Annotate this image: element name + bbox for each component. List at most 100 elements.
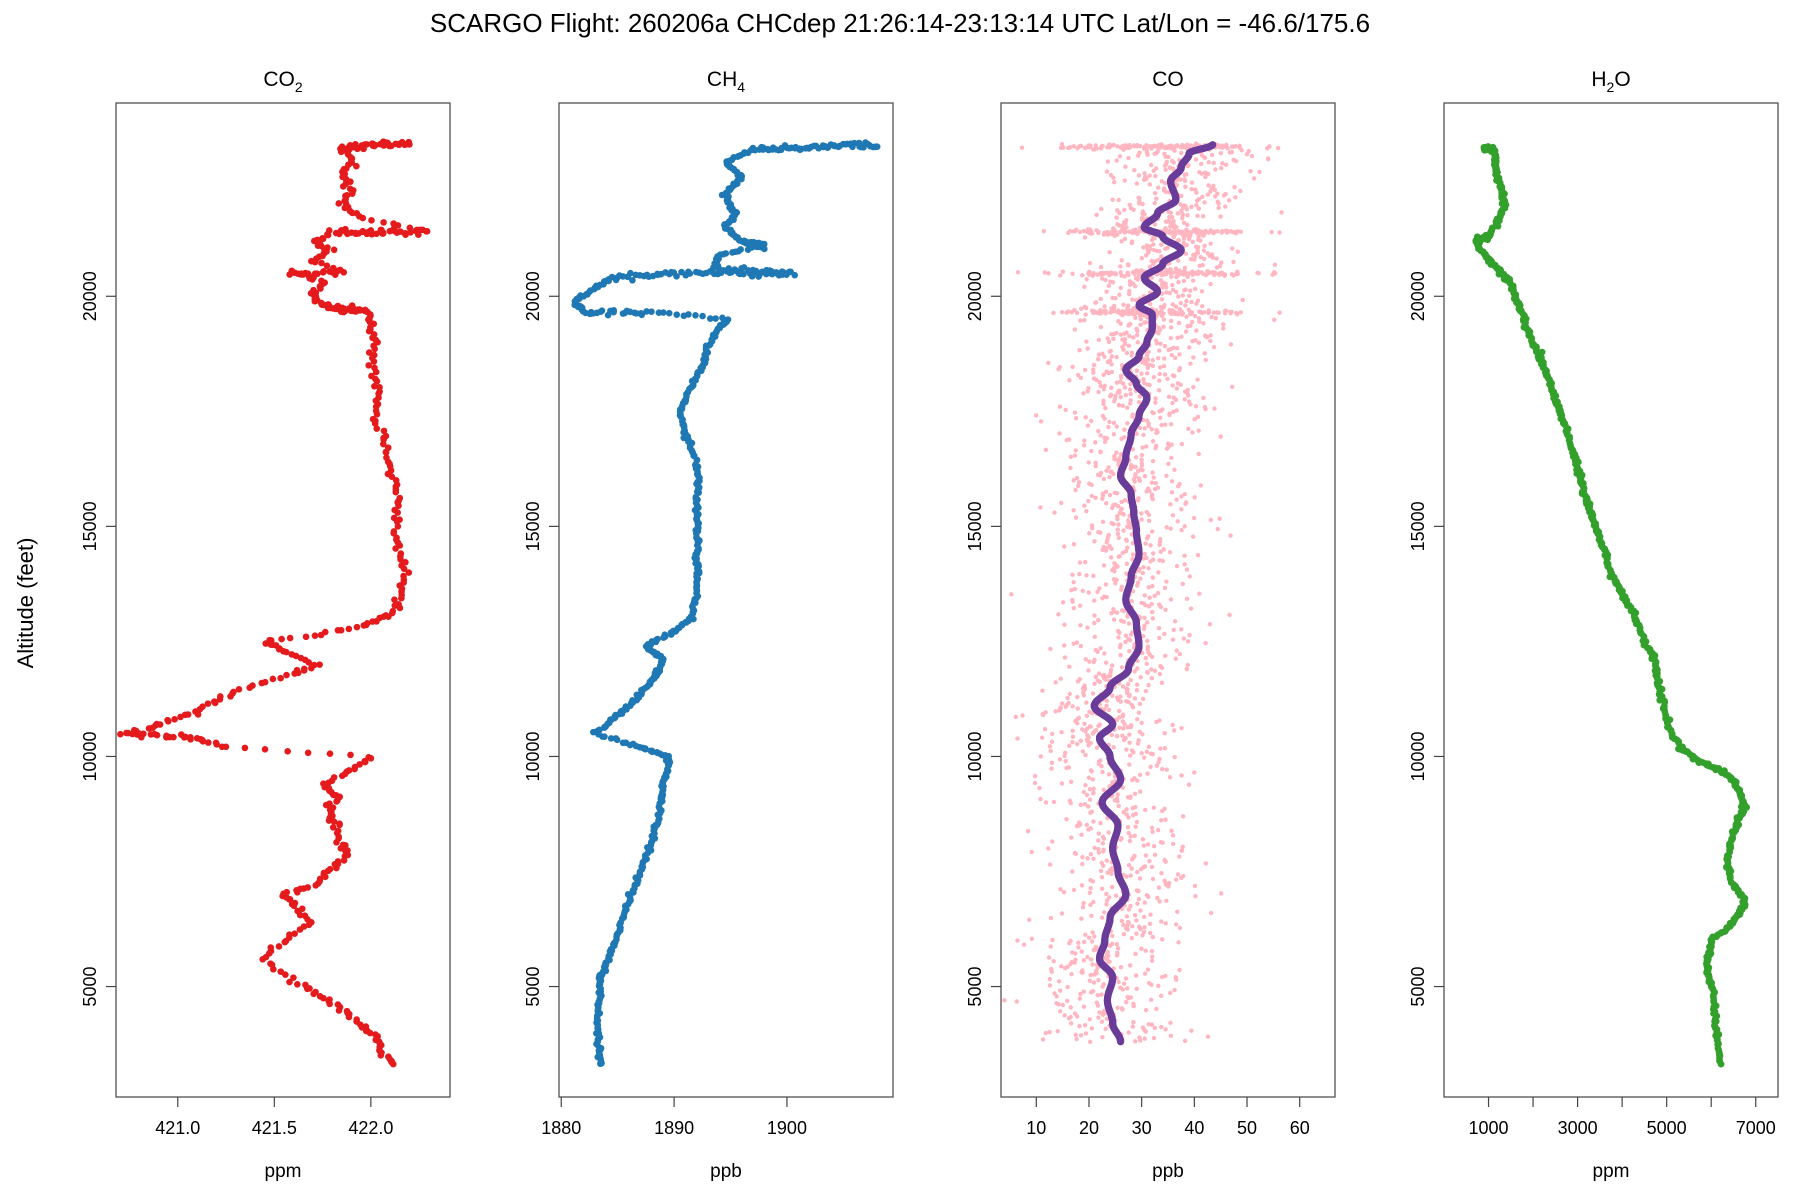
data-point xyxy=(382,432,390,440)
data-point xyxy=(719,314,726,322)
co-raw-point xyxy=(1158,549,1163,554)
co-raw-point xyxy=(1141,843,1147,848)
co-raw-point xyxy=(1109,732,1115,738)
co-raw-point xyxy=(1047,744,1053,749)
co-raw-point xyxy=(1110,933,1115,939)
co-raw-point xyxy=(1111,432,1117,437)
co-raw-point xyxy=(1142,755,1147,760)
co-raw-point xyxy=(1231,273,1236,278)
co-raw-point xyxy=(1124,561,1130,566)
co-raw-point xyxy=(1162,731,1167,736)
data-point xyxy=(275,943,283,950)
co-raw-point xyxy=(1129,239,1135,244)
co-raw-point xyxy=(1124,999,1129,1005)
co-raw-point xyxy=(1099,915,1105,920)
co-raw-point xyxy=(1098,470,1104,476)
co-raw-point xyxy=(1099,1019,1105,1024)
co-raw-point xyxy=(1100,276,1105,281)
co-raw-point xyxy=(1102,435,1107,440)
co-raw-point xyxy=(1175,335,1180,341)
co-raw-point xyxy=(1085,856,1090,861)
co-raw-point xyxy=(1139,371,1144,376)
co-raw-point xyxy=(1124,350,1130,356)
data-point xyxy=(665,309,673,317)
co-raw-point xyxy=(1155,827,1161,833)
co-raw-point xyxy=(1097,1010,1102,1015)
co-raw-point xyxy=(1209,152,1215,158)
co-raw-point xyxy=(1185,387,1191,393)
co-raw-point xyxy=(1077,1023,1082,1029)
co-raw-point xyxy=(1152,668,1158,674)
co-raw-point xyxy=(1159,993,1164,998)
co-raw-point xyxy=(1162,302,1167,308)
co-raw-point xyxy=(1142,171,1147,176)
co-raw-point xyxy=(1189,204,1194,210)
data-point xyxy=(320,780,327,788)
co-raw-point xyxy=(1107,543,1112,549)
co-raw-point xyxy=(1189,319,1195,325)
co-raw-point xyxy=(1141,432,1146,438)
data-point xyxy=(340,269,348,276)
co-raw-point xyxy=(1141,914,1147,920)
co-raw-point xyxy=(1169,490,1175,495)
co-raw-point xyxy=(1194,202,1199,208)
co-raw-point xyxy=(1175,872,1181,877)
co-raw-point xyxy=(1192,883,1198,889)
co-raw-point xyxy=(1115,950,1120,956)
co-raw-point xyxy=(1137,772,1143,778)
co-raw-point xyxy=(1221,322,1226,327)
data-point xyxy=(301,665,308,673)
co-raw-point xyxy=(1181,636,1187,641)
plot-frame xyxy=(115,102,451,1098)
co-raw-point xyxy=(1175,909,1180,914)
co-raw-point xyxy=(1188,310,1193,315)
co-raw-point xyxy=(1153,166,1159,171)
co-raw-point xyxy=(1193,404,1199,409)
co-raw-point xyxy=(1105,870,1110,875)
co-raw-point xyxy=(1089,231,1094,236)
co-raw-point xyxy=(1148,912,1153,917)
co-raw-point xyxy=(1077,676,1082,682)
co-raw-point xyxy=(1135,901,1140,906)
co-raw-point xyxy=(1177,854,1182,859)
x-tick-label: 50 xyxy=(1237,1118,1257,1138)
co-raw-point xyxy=(1136,738,1141,743)
co-raw-point xyxy=(1143,688,1149,694)
co-raw-point xyxy=(1101,544,1106,550)
co-raw-point xyxy=(1238,188,1243,194)
co-raw-point xyxy=(1105,336,1110,341)
co-raw-point xyxy=(1137,789,1143,794)
co-raw-point xyxy=(1235,249,1240,254)
co-raw-point xyxy=(1167,774,1173,780)
co-raw-point xyxy=(1202,404,1208,410)
co-raw-point xyxy=(1134,869,1140,875)
co-raw-point xyxy=(1168,1033,1174,1038)
co-raw-point xyxy=(1188,288,1193,293)
series-2 xyxy=(1002,141,1284,1046)
co-raw-point xyxy=(1086,272,1092,278)
co-raw-point xyxy=(1155,185,1161,190)
data-point xyxy=(373,230,380,238)
co-raw-point xyxy=(1119,1006,1125,1011)
co-raw-point xyxy=(1130,556,1135,562)
co-raw-point xyxy=(1127,387,1133,392)
co-raw-point xyxy=(1176,940,1181,945)
data-point xyxy=(392,477,400,484)
co-raw-point xyxy=(1062,622,1067,627)
co-raw-point xyxy=(1072,453,1078,458)
co-raw-point xyxy=(1121,932,1127,937)
co-raw-point xyxy=(1156,388,1162,393)
data-point xyxy=(604,311,612,319)
co-raw-point xyxy=(1063,758,1068,764)
co-raw-point xyxy=(1115,1005,1120,1011)
co-raw-point xyxy=(1046,271,1051,276)
co-raw-point xyxy=(1168,526,1173,531)
co-raw-point xyxy=(1146,533,1151,539)
co-raw-point xyxy=(1104,698,1110,703)
co-raw-point xyxy=(1083,312,1088,317)
co-raw-point xyxy=(1088,902,1093,908)
data-point xyxy=(637,309,645,317)
co-raw-point xyxy=(1103,660,1109,665)
co-raw-point xyxy=(1149,258,1154,264)
co-raw-point xyxy=(1082,304,1088,310)
